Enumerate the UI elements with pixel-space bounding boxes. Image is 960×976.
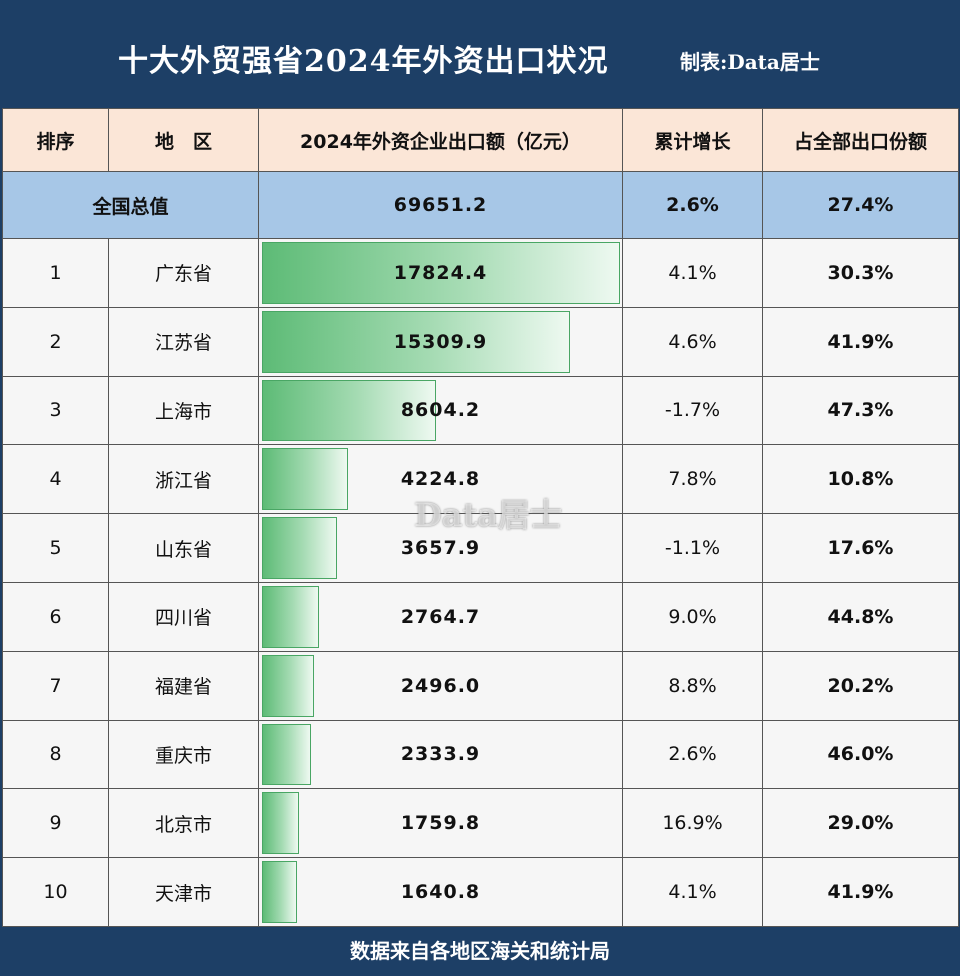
- growth-cell: 4.1%: [622, 238, 763, 308]
- growth-cell: 8.8%: [622, 650, 763, 721]
- column-header-share: 占全部出口份额: [762, 108, 959, 172]
- table-row: 1 广东省 17824.4 4.1% 30.3%: [2, 238, 959, 308]
- header-row: 排序 地 区 2024年外资企业出口额（亿元） 累计增长 占全部出口份额: [2, 108, 959, 172]
- region-cell: 北京市: [108, 788, 259, 859]
- total-label: 全国总值: [2, 171, 259, 239]
- data-bar: [262, 517, 337, 579]
- total-share: 27.4%: [762, 171, 959, 239]
- growth-cell: -1.1%: [622, 513, 763, 583]
- data-bar: [262, 654, 314, 717]
- total-growth: 2.6%: [622, 171, 763, 239]
- rank-cell: 8: [2, 719, 109, 790]
- region-cell: 广东省: [108, 238, 259, 308]
- data-label: 4224.8: [400, 468, 481, 491]
- table-row: 4 浙江省 4224.8 7.8% 10.8%: [2, 444, 959, 515]
- column-header-rank: 排序: [2, 108, 109, 172]
- data-label: 8604.2: [400, 399, 481, 422]
- column-header-growth: 累计增长: [622, 108, 763, 172]
- data-label: 3657.9: [400, 537, 481, 560]
- export-value-cell: 3657.9: [258, 513, 623, 583]
- data-bar: [262, 723, 311, 786]
- data-label: 1759.8: [400, 812, 481, 835]
- data-bar: [262, 242, 620, 304]
- region-cell: 天津市: [108, 857, 259, 927]
- rank-cell: 5: [2, 513, 109, 583]
- data-label: 2496.0: [400, 674, 481, 697]
- rank-cell: 7: [2, 650, 109, 721]
- share-cell: 44.8%: [762, 581, 959, 652]
- export-value-cell: 15309.9: [258, 306, 623, 377]
- share-cell: 41.9%: [762, 857, 959, 927]
- export-value-cell: 4224.8: [258, 444, 623, 515]
- table-row: 9 北京市 1759.8 16.9% 29.0%: [2, 788, 959, 859]
- column-header-export-value: 2024年外资企业出口额（亿元）: [258, 108, 623, 172]
- share-cell: 41.9%: [762, 306, 959, 377]
- share-cell: 20.2%: [762, 650, 959, 721]
- page-title: 十大外贸强省2024年外资出口状况: [118, 44, 609, 79]
- table-row: 8 重庆市 2333.9 2.6% 46.0%: [2, 719, 959, 790]
- rank-cell: 4: [2, 444, 109, 515]
- export-value-cell: 2333.9: [258, 719, 623, 790]
- growth-cell: 9.0%: [622, 581, 763, 652]
- data-bar: [262, 310, 570, 373]
- table-row: 6 四川省 2764.7 9.0% 44.8%: [2, 581, 959, 652]
- share-cell: 10.8%: [762, 444, 959, 515]
- table-row: 5 山东省 3657.9 -1.1% 17.6%: [2, 513, 959, 583]
- data-label: 15309.9: [393, 330, 488, 353]
- total-value: 69651.2: [258, 171, 623, 239]
- rank-cell: 2: [2, 306, 109, 377]
- export-value-cell: 1640.8: [258, 857, 623, 927]
- data-label: 2764.7: [400, 605, 481, 628]
- share-cell: 46.0%: [762, 719, 959, 790]
- share-cell: 47.3%: [762, 375, 959, 446]
- region-cell: 山东省: [108, 513, 259, 583]
- table-row: 2 江苏省 15309.9 4.6% 41.9%: [2, 306, 959, 377]
- export-value-cell: 8604.2: [258, 375, 623, 446]
- column-header-region: 地 区: [108, 108, 259, 172]
- growth-cell: 2.6%: [622, 719, 763, 790]
- export-value-cell: 2496.0: [258, 650, 623, 721]
- export-value-cell: 17824.4: [258, 238, 623, 308]
- data-bar: [262, 379, 436, 442]
- share-cell: 17.6%: [762, 513, 959, 583]
- data-label: 17824.4: [393, 261, 488, 284]
- table-credit: 制表:Data居士: [680, 50, 820, 74]
- total-row: 全国总值 69651.2 2.6% 27.4%: [2, 171, 959, 239]
- region-cell: 江苏省: [108, 306, 259, 377]
- table-row: 7 福建省 2496.0 8.8% 20.2%: [2, 650, 959, 721]
- region-cell: 重庆市: [108, 719, 259, 790]
- data-bar: [262, 861, 297, 923]
- export-value-cell: 2764.7: [258, 581, 623, 652]
- region-cell: 四川省: [108, 581, 259, 652]
- rank-cell: 9: [2, 788, 109, 859]
- region-cell: 福建省: [108, 650, 259, 721]
- footer-source: 数据来自各地区海关和统计局: [0, 928, 960, 976]
- data-bar: [262, 792, 299, 855]
- data-label: 1640.8: [400, 881, 481, 904]
- table-row: 3 上海市 8604.2 -1.7% 47.3%: [2, 375, 959, 446]
- rank-cell: 3: [2, 375, 109, 446]
- export-table: 排序 地 区 2024年外资企业出口额（亿元） 累计增长 占全部出口份额 全国总…: [2, 108, 959, 927]
- rank-cell: 1: [2, 238, 109, 308]
- growth-cell: 16.9%: [622, 788, 763, 859]
- rank-cell: 10: [2, 857, 109, 927]
- growth-cell: 4.1%: [622, 857, 763, 927]
- export-value-cell: 1759.8: [258, 788, 623, 859]
- data-bar: [262, 448, 348, 511]
- share-cell: 29.0%: [762, 788, 959, 859]
- region-cell: 上海市: [108, 375, 259, 446]
- growth-cell: 7.8%: [622, 444, 763, 515]
- region-cell: 浙江省: [108, 444, 259, 515]
- share-cell: 30.3%: [762, 238, 959, 308]
- title-bar: 十大外贸强省2024年外资出口状况 制表:Data居士: [0, 0, 960, 108]
- table-row: 10 天津市 1640.8 4.1% 41.9%: [2, 857, 959, 927]
- growth-cell: -1.7%: [622, 375, 763, 446]
- rank-cell: 6: [2, 581, 109, 652]
- data-label: 2333.9: [400, 743, 481, 766]
- data-bar: [262, 585, 319, 648]
- growth-cell: 4.6%: [622, 306, 763, 377]
